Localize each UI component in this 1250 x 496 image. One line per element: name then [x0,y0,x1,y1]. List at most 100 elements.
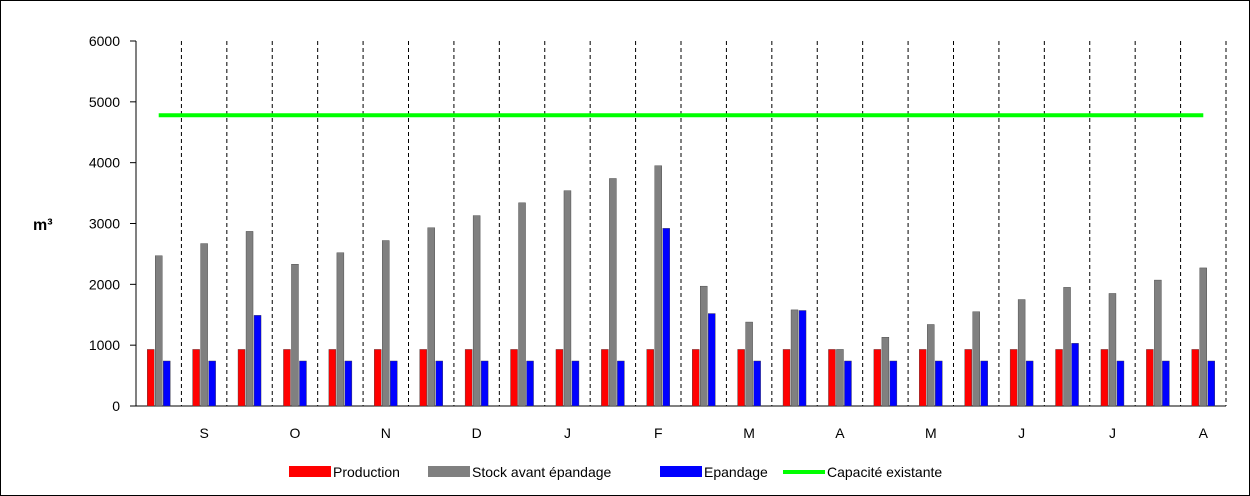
bar-stock [654,165,662,407]
x-tick-label: N [381,425,391,441]
bar-production [1146,349,1154,407]
bar-production [555,349,564,407]
y-tick-label: 1000 [89,337,120,353]
bar-stock [427,227,435,407]
y-tick-label: 2000 [89,276,120,292]
bar-production [964,349,972,407]
bar-production [510,349,518,407]
x-tick-label: J [1109,425,1116,441]
bar-production [374,349,382,407]
legend-label-production: Production [333,464,400,480]
legend-label-stock: Stock avant épandage [472,464,612,480]
grid-lines [180,41,1227,406]
bar-production [1100,349,1109,407]
bar-epandage [662,228,670,407]
bar-epandage [526,360,534,407]
bar-stock [972,311,980,407]
y-axis: 0 1000 2000 3000 4000 5000 6000 [89,33,137,414]
x-tick-label: S [199,425,208,441]
bar-epandage [435,360,443,407]
bar-production [328,349,337,407]
y-axis-label: m³ [33,217,53,234]
bar-epandage [1116,360,1125,407]
bar-production [192,349,200,407]
bar-production [737,349,745,407]
bar-stock [200,243,208,407]
bar-production [782,349,791,407]
bar-production [646,349,654,407]
legend-label-capacite: Capacité existante [827,464,942,480]
bar-epandage [798,310,807,407]
bar-production [1055,349,1063,407]
x-tick-label: M [925,425,937,441]
bar-epandage [980,360,988,407]
bar-stock [1199,267,1207,407]
legend-swatch-production [289,466,331,477]
bar-epandage [844,360,852,407]
x-tick-label: J [564,425,571,441]
bar-epandage [935,360,943,407]
bar-epandage [1207,360,1215,407]
legend-label-epandage: Epandage [704,464,768,480]
bar-epandage [1025,360,1034,407]
bar-stock [472,215,481,407]
bar-stock [700,285,708,407]
bar-stock [881,337,890,407]
bar-stock [836,349,844,407]
bar-stock [336,252,345,407]
y-tick-label: 3000 [89,216,120,232]
y-tick-label: 0 [112,398,120,414]
bar-production [283,349,291,407]
x-tick-label: O [290,425,301,441]
x-tick-label: A [1199,425,1209,441]
bar-production [1009,349,1018,407]
bar-production [419,349,427,407]
bar-epandage [480,360,489,407]
bar-epandage [617,360,625,407]
bar-epandage [253,315,262,407]
bar-epandage [299,360,307,407]
bar-production [147,349,155,407]
bar-epandage [708,313,716,407]
bar-stock [745,321,753,407]
bar-epandage [163,360,171,407]
x-tick-label: J [1018,425,1025,441]
bar-stock [1108,293,1117,407]
y-tick-label: 4000 [89,155,120,171]
bar-stock [518,202,526,407]
bar-epandage [889,360,898,407]
y-tick-label: 5000 [89,94,120,110]
bar-production [464,349,473,407]
legend-swatch-epandage [660,466,702,477]
bar-stock [155,255,163,407]
bar-stock [1154,279,1162,407]
bar-stock [790,309,799,407]
x-tick-label: A [835,425,845,441]
x-tick-label: M [743,425,755,441]
x-tick-label: D [472,425,482,441]
bar-epandage [1162,360,1170,407]
bar-production [919,349,927,407]
bar-stock [563,190,572,407]
x-tick-label: F [654,425,663,441]
legend: Production Stock avant épandage Epandage Ca… [289,464,942,480]
bar-production [601,349,609,407]
bar-stock [382,240,390,407]
bar-stock [1063,287,1071,407]
bar-production [873,349,882,407]
bar-stock [245,231,254,407]
bar-epandage [1071,343,1079,407]
legend-swatch-stock [428,466,470,477]
bar-stock [291,264,299,407]
bar-stock [609,178,617,407]
bar-epandage [753,360,761,407]
bar-production [828,349,836,407]
bar-epandage [390,360,398,407]
bar-epandage [344,360,353,407]
bar-production [237,349,246,407]
bars [147,165,1215,407]
bar-epandage [208,360,216,407]
